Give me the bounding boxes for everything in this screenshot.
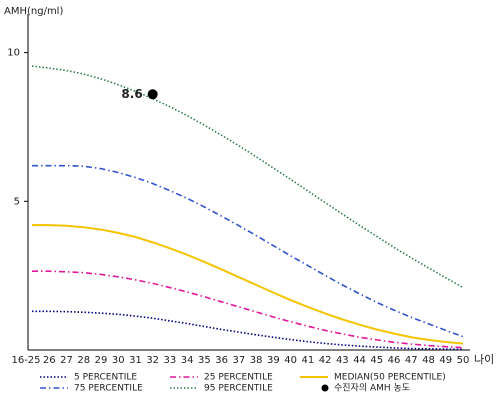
legend-label: 95 PERCENTILE	[204, 384, 273, 394]
legend-marker	[321, 384, 329, 392]
percentile-line	[32, 224, 464, 345]
x-tick-label: 33	[164, 355, 177, 366]
x-tick-label: 36	[215, 355, 228, 366]
x-tick-label: 48	[422, 355, 435, 366]
x-tick-label: 49	[439, 355, 452, 366]
x-tick-label: 47	[405, 355, 418, 366]
percentile-line	[31, 65, 464, 289]
y-tick-label: 5	[14, 196, 20, 207]
legend-label: 수진자의 AMH 농도	[334, 383, 410, 394]
x-tick-label: 50	[457, 355, 470, 366]
percentile-line	[32, 310, 464, 351]
x-tick-label: 27	[60, 355, 73, 366]
percentile-line	[32, 270, 464, 349]
percentile-line	[32, 164, 464, 338]
x-tick-label: 43	[336, 355, 349, 366]
x-tick-label: 38	[250, 355, 263, 366]
x-tick-label: 29	[95, 355, 108, 366]
x-tick-label: 26	[43, 355, 56, 366]
legend-label: MEDIAN(50 PERCENTILE)	[334, 373, 446, 383]
x-tick-label: 41	[301, 355, 314, 366]
x-tick-label: 34	[181, 355, 194, 366]
legend-label: 5 PERCENTILE	[74, 373, 137, 383]
x-tick-label: 30	[112, 355, 125, 366]
y-axis-label: AMH(ng/ml)	[4, 6, 63, 17]
x-tick-label: 37	[233, 355, 246, 366]
x-tick-label: 32	[146, 355, 159, 366]
x-tick-label: 35	[198, 355, 211, 366]
x-axis-label: 나이	[474, 353, 494, 366]
legend-label: 25 PERCENTILE	[204, 373, 273, 383]
x-tick-label: 31	[129, 355, 142, 366]
patient-point	[147, 89, 158, 100]
x-tick-label: 28	[77, 355, 90, 366]
legend-label: 75 PERCENTILE	[74, 384, 143, 394]
x-tick-label: 16-25	[11, 355, 40, 366]
x-tick-label: 46	[388, 355, 401, 366]
x-tick-label: 39	[267, 355, 280, 366]
x-tick-label: 40	[284, 355, 297, 366]
x-tick-label: 45	[370, 355, 383, 366]
x-tick-label: 42	[319, 355, 332, 366]
data-label: 8.6	[121, 87, 142, 101]
y-tick-label: 10	[7, 48, 20, 59]
x-tick-label: 44	[353, 355, 366, 366]
